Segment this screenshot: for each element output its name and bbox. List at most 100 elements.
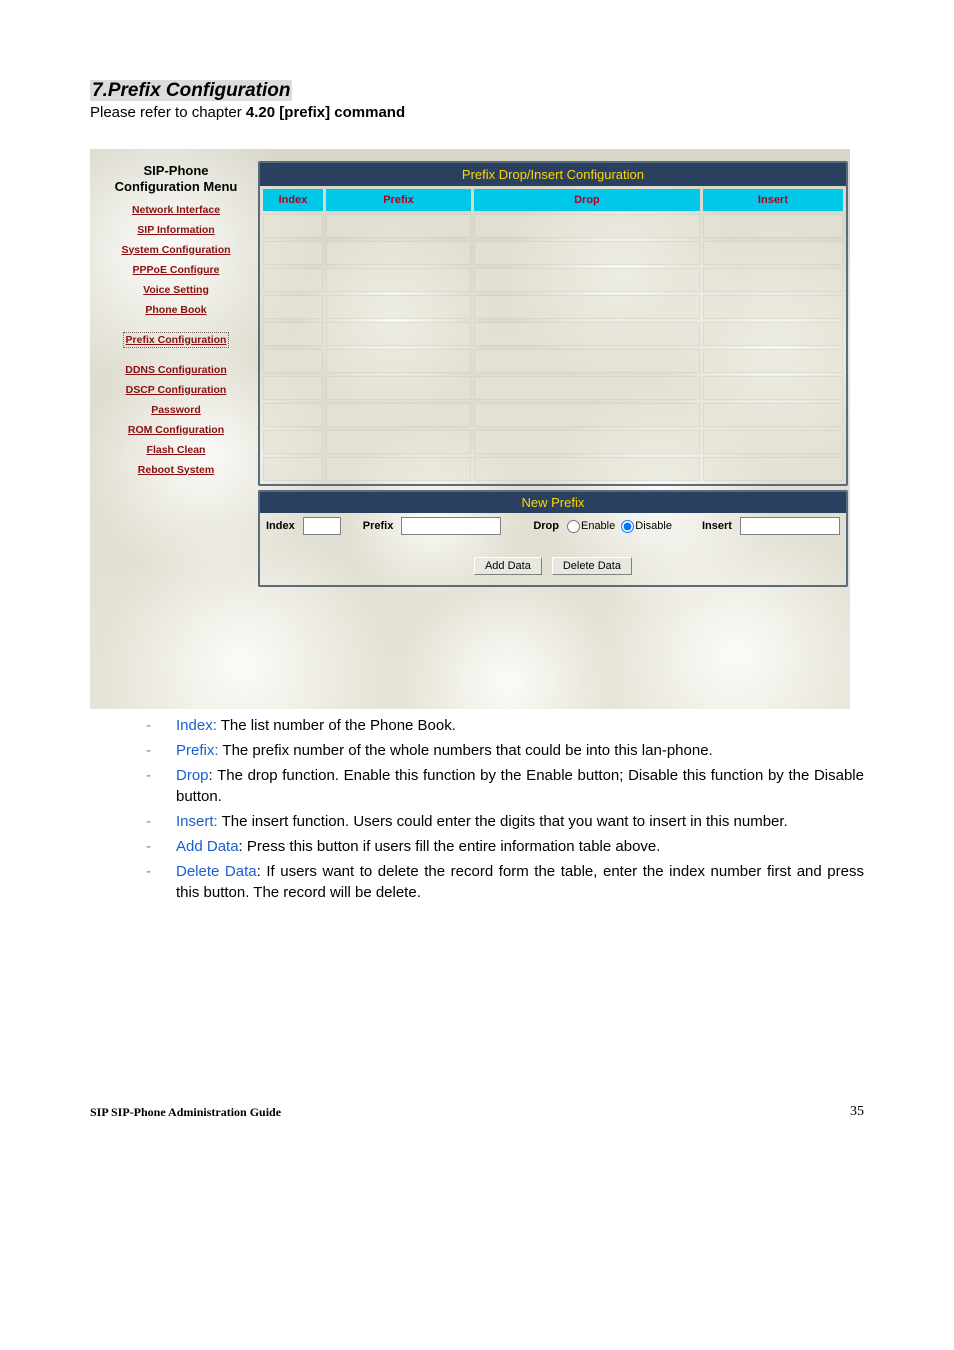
table-row bbox=[263, 430, 843, 454]
table-cell bbox=[326, 295, 471, 319]
sidebar-menu: SIP-Phone Configuration Menu Network Int… bbox=[102, 161, 250, 697]
prefix-table-panel: Prefix Drop/Insert Configuration Index P… bbox=[258, 161, 848, 486]
page-number: 35 bbox=[850, 1104, 864, 1120]
section-subtitle: Please refer to chapter 4.20 [prefix] co… bbox=[90, 104, 864, 121]
description-text: The insert function. Users could enter t… bbox=[218, 813, 788, 830]
table-cell bbox=[703, 322, 843, 346]
drop-enable-radio[interactable] bbox=[567, 520, 580, 533]
table-row bbox=[263, 376, 843, 400]
table-row bbox=[263, 457, 843, 481]
table-cell bbox=[703, 403, 843, 427]
content-area: Prefix Drop/Insert Configuration Index P… bbox=[258, 161, 848, 697]
sidebar-item-dscp-configuration[interactable]: DSCP Configuration bbox=[102, 384, 250, 396]
table-row bbox=[263, 349, 843, 373]
insert-input[interactable] bbox=[740, 517, 840, 535]
table-cell bbox=[474, 349, 700, 373]
table-cell bbox=[263, 214, 323, 238]
label-index: Index bbox=[266, 520, 295, 532]
table-row bbox=[263, 241, 843, 265]
col-header-prefix: Prefix bbox=[326, 189, 471, 211]
prefix-table: Index Prefix Drop Insert bbox=[260, 186, 846, 484]
description-item: Delete Data: If users want to delete the… bbox=[146, 861, 864, 905]
table-cell bbox=[326, 376, 471, 400]
description-item: Index: The list number of the Phone Book… bbox=[146, 715, 864, 737]
description-text: The prefix number of the whole numbers t… bbox=[219, 742, 713, 759]
sidebar-item-sip-information[interactable]: SIP Information bbox=[102, 224, 250, 236]
table-row bbox=[263, 268, 843, 292]
new-prefix-title: New Prefix bbox=[260, 492, 846, 513]
table-row bbox=[263, 322, 843, 346]
table-cell bbox=[263, 376, 323, 400]
footer-text: SIP SIP-Phone Administration Guide bbox=[90, 1105, 281, 1120]
description-term: Index: bbox=[176, 717, 217, 734]
table-cell bbox=[703, 376, 843, 400]
sidebar-item-voice-setting[interactable]: Voice Setting bbox=[102, 284, 250, 296]
sidebar-item-reboot-system[interactable]: Reboot System bbox=[102, 464, 250, 476]
prefix-input[interactable] bbox=[401, 517, 501, 535]
description-term: Delete Data bbox=[176, 863, 257, 880]
section-heading: 7.Prefix Configuration bbox=[90, 80, 864, 102]
sidebar-item-prefix-configuration[interactable]: Prefix Configuration bbox=[123, 332, 230, 348]
sidebar-title: SIP-Phone Configuration Menu bbox=[102, 163, 250, 196]
sidebar-item-system-configuration[interactable]: System Configuration bbox=[102, 244, 250, 256]
sidebar-item-phone-book[interactable]: Phone Book bbox=[102, 304, 250, 316]
table-cell bbox=[326, 403, 471, 427]
table-cell bbox=[263, 349, 323, 373]
description-item: Drop: The drop function. Enable this fun… bbox=[146, 765, 864, 809]
table-cell bbox=[326, 214, 471, 238]
add-data-button[interactable]: Add Data bbox=[474, 557, 542, 575]
table-cell bbox=[474, 214, 700, 238]
description-list: Index: The list number of the Phone Book… bbox=[90, 715, 864, 904]
sidebar-item-password[interactable]: Password bbox=[102, 404, 250, 416]
table-cell bbox=[326, 430, 471, 454]
table-cell bbox=[703, 430, 843, 454]
table-cell bbox=[263, 403, 323, 427]
label-drop: Drop bbox=[533, 520, 559, 532]
table-cell bbox=[474, 430, 700, 454]
table-cell bbox=[263, 430, 323, 454]
table-row bbox=[263, 403, 843, 427]
table-cell bbox=[474, 376, 700, 400]
table-cell bbox=[474, 457, 700, 481]
table-cell bbox=[703, 457, 843, 481]
sidebar-item-network-interface[interactable]: Network Interface bbox=[102, 204, 250, 216]
table-cell bbox=[263, 322, 323, 346]
new-prefix-panel: New Prefix Index Prefix Drop Enable Disa… bbox=[258, 490, 848, 587]
label-prefix: Prefix bbox=[363, 520, 394, 532]
table-cell bbox=[703, 268, 843, 292]
delete-data-button[interactable]: Delete Data bbox=[552, 557, 632, 575]
description-term: Insert: bbox=[176, 813, 218, 830]
table-cell bbox=[703, 349, 843, 373]
table-cell bbox=[474, 403, 700, 427]
description-text: If users want to delete the record form … bbox=[176, 863, 864, 902]
description-item: Prefix: The prefix number of the whole n… bbox=[146, 740, 864, 762]
table-cell bbox=[474, 241, 700, 265]
label-disable: Disable bbox=[635, 520, 672, 532]
table-cell bbox=[263, 457, 323, 481]
table-row bbox=[263, 214, 843, 238]
section-title: 7.Prefix Configuration bbox=[90, 80, 292, 101]
config-screenshot: SIP-Phone Configuration Menu Network Int… bbox=[90, 149, 850, 709]
table-cell bbox=[703, 295, 843, 319]
table-cell bbox=[474, 295, 700, 319]
prefix-table-title: Prefix Drop/Insert Configuration bbox=[260, 163, 846, 186]
label-enable: Enable bbox=[581, 520, 615, 532]
description-text: The list number of the Phone Book. bbox=[217, 717, 456, 734]
description-text: The drop function. Enable this function … bbox=[176, 767, 864, 806]
index-input[interactable] bbox=[303, 517, 341, 535]
sidebar-item-pppoe-configure[interactable]: PPPoE Configure bbox=[102, 264, 250, 276]
drop-disable-radio[interactable] bbox=[621, 520, 634, 533]
description-term: Add Data bbox=[176, 838, 239, 855]
sidebar-item-rom-configuration[interactable]: ROM Configuration bbox=[102, 424, 250, 436]
col-header-drop: Drop bbox=[474, 189, 700, 211]
description-item: Add Data: Press this button if users fil… bbox=[146, 836, 864, 858]
table-cell bbox=[703, 214, 843, 238]
description-text: Press this button if users fill the enti… bbox=[247, 838, 661, 855]
sidebar-item-flash-clean[interactable]: Flash Clean bbox=[102, 444, 250, 456]
table-cell bbox=[326, 349, 471, 373]
table-cell bbox=[326, 457, 471, 481]
table-row bbox=[263, 295, 843, 319]
label-insert: Insert bbox=[702, 520, 732, 532]
sidebar-item-ddns-configuration[interactable]: DDNS Configuration bbox=[102, 364, 250, 376]
page-footer: SIP SIP-Phone Administration Guide 35 bbox=[90, 1104, 864, 1120]
